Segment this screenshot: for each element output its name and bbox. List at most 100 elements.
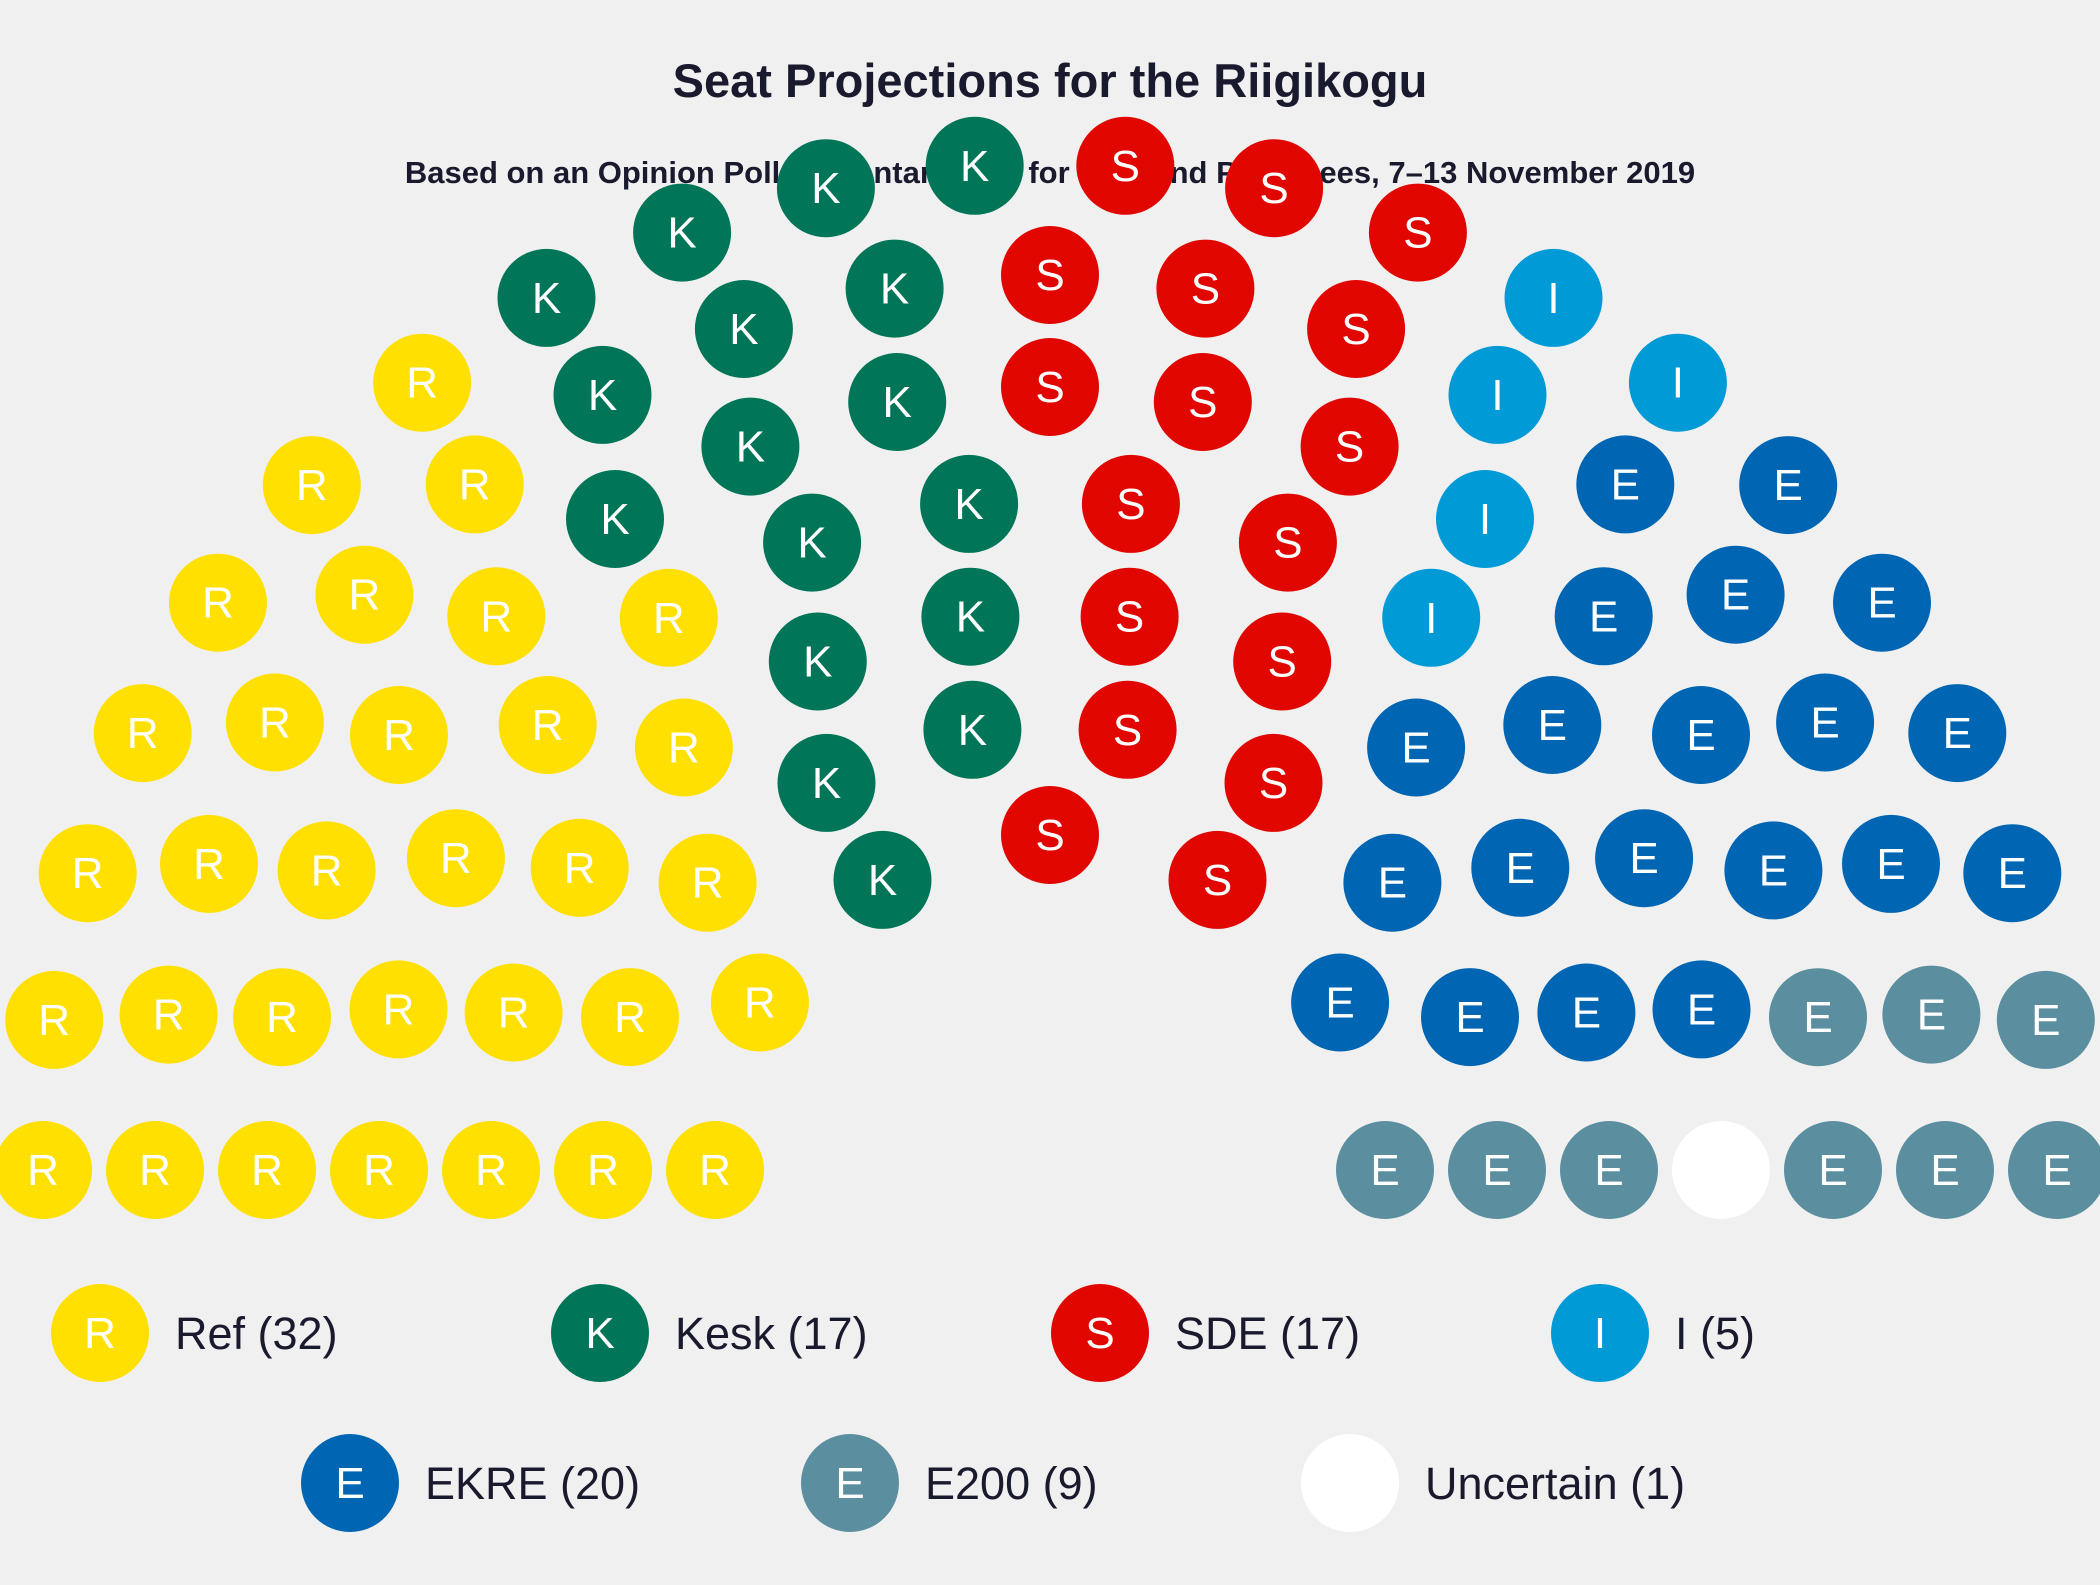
seat-sde (1001, 786, 1099, 884)
seat-ekre (1963, 824, 2062, 923)
seat-label-sde: S (1188, 378, 1217, 427)
legend-swatch-letter-i: I (1594, 1309, 1606, 1358)
legend-swatch-letter-ekre: E (335, 1459, 364, 1508)
seat-label-ekre: E (1759, 846, 1788, 895)
seat-label-sde: S (1035, 811, 1064, 860)
seat-label-ekre: E (1867, 579, 1896, 628)
seat-label-ekre: E (1687, 985, 1716, 1034)
seat-label-i: I (1491, 371, 1503, 420)
seat-label-sde: S (1259, 759, 1288, 808)
seat-label-ref: R (475, 1146, 507, 1195)
seat-ref (169, 553, 267, 652)
seat-kesk (848, 353, 947, 451)
seat-ekre (1652, 686, 1750, 784)
seat-label-ref: R (692, 859, 724, 908)
seat-label-kesk: K (600, 495, 629, 544)
legend-label-ref: Ref (32) (175, 1308, 338, 1359)
seat-label-ref: R (193, 840, 225, 889)
seat-sde (1076, 116, 1175, 215)
seat-kesk (701, 397, 800, 496)
seat-e200 (1882, 965, 1981, 1064)
seat-ref (373, 333, 472, 432)
seat-ref (160, 814, 258, 913)
seat-label-e200: E (2031, 996, 2060, 1045)
seat-kesk (845, 239, 944, 338)
seat-label-sde: S (1035, 363, 1064, 412)
seat-label-ref: R (440, 834, 472, 883)
seat-ref (119, 965, 218, 1064)
seat-ref (447, 567, 546, 666)
seat-label-ref: R (459, 460, 491, 509)
seat-kesk (566, 470, 664, 568)
seat-label-ref: R (27, 1146, 59, 1195)
seat-label-kesk: K (803, 638, 832, 687)
seat-label-ekre: E (1572, 989, 1601, 1038)
seat-e200 (1336, 1121, 1434, 1219)
seat-sde (1225, 139, 1324, 238)
legend-label-e200: E200 (9) (925, 1458, 1098, 1509)
seat-label-ref: R (587, 1146, 619, 1195)
seat-kesk (833, 830, 932, 929)
seat-ref (554, 1121, 652, 1219)
seat-label-ref: R (38, 996, 70, 1045)
seat-label-i: I (1479, 495, 1491, 544)
seat-label-ekre: E (1629, 834, 1658, 883)
seat-ref (0, 1121, 92, 1219)
seat-kesk (694, 280, 793, 378)
seat-sde (1224, 733, 1323, 832)
seat-sde (1078, 680, 1177, 779)
seat-sde (1156, 239, 1255, 338)
seat-ekre (1908, 684, 2007, 783)
seat-label-ref: R (564, 844, 596, 893)
seat-sde (1080, 567, 1179, 666)
seat-ekre (1554, 567, 1653, 666)
legend-item-ekre: E EKRE (20) (301, 1434, 640, 1532)
seat-label-ref: R (127, 709, 159, 758)
legend-swatch-ref (51, 1284, 149, 1382)
seat-label-kesk: K (588, 371, 617, 420)
legend-swatch-e200 (801, 1434, 899, 1532)
seat-label-e200: E (1818, 1146, 1847, 1195)
seat-label-kesk: K (797, 519, 826, 568)
seat-label-ekre: E (1774, 461, 1803, 510)
seat-ref (349, 960, 448, 1059)
seat-ref (233, 968, 331, 1067)
legend-swatch-sde (1051, 1284, 1149, 1382)
seat-label-ref: R (266, 993, 298, 1042)
seat-label-e200: E (1917, 991, 1946, 1040)
seat-ekre (1421, 968, 1519, 1067)
legend-label-sde: SDE (17) (1175, 1308, 1360, 1359)
seat-label-i: I (1425, 594, 1437, 643)
seat-sde (1168, 830, 1267, 929)
seat-e200 (1560, 1121, 1658, 1219)
seat-label-e200: E (1482, 1146, 1511, 1195)
legend-swatch-uncertain (1301, 1434, 1399, 1532)
seat-label-kesk: K (736, 423, 765, 472)
seat-label-ref: R (259, 699, 291, 748)
seat-label-ref: R (480, 592, 512, 641)
seat-ref (218, 1121, 316, 1219)
seat-kesk (923, 680, 1022, 779)
seat-label-kesk: K (868, 856, 897, 905)
seat-ekre (1724, 821, 1823, 920)
seat-label-e200: E (1370, 1146, 1399, 1195)
legend-swatch-letter-kesk: K (585, 1309, 614, 1358)
seat-label-sde: S (1113, 706, 1142, 755)
seat-kesk (777, 733, 876, 832)
seat-ref (38, 824, 137, 923)
legend: R Ref (32) K Kesk (17) S SDE (17) I I (5) E EKRE … (51, 1284, 1755, 1532)
seat-ekre (1576, 435, 1675, 534)
seat-label-sde: S (1403, 209, 1432, 258)
seat-label-ekre: E (1611, 460, 1640, 509)
legend-item-i: I I (5) (1551, 1284, 1755, 1382)
seat-label-ref: R (406, 359, 438, 408)
seat-label-ekre: E (1876, 840, 1905, 889)
chart-title: Seat Projections for the Riigikogu (673, 54, 1428, 107)
seat-label-ref: R (296, 461, 328, 510)
seat-sde (1307, 280, 1406, 378)
seat-label-sde: S (1111, 142, 1140, 191)
seat-ekre (1842, 814, 1940, 913)
seat-label-ref: R (363, 1146, 395, 1195)
seat-label-e200: E (1930, 1146, 1959, 1195)
seat-label-ref: R (532, 701, 564, 750)
